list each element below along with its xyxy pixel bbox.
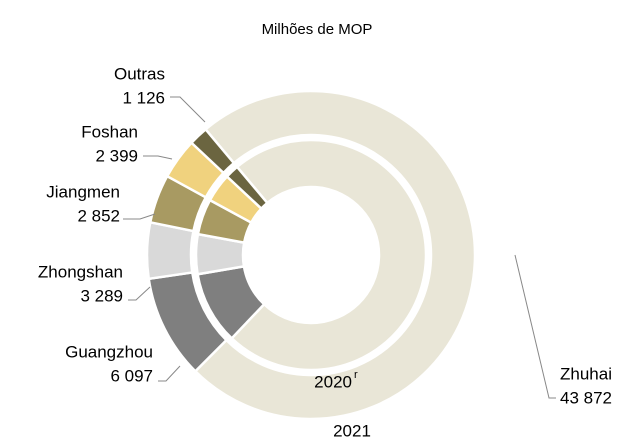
value-label: 1 126 bbox=[122, 88, 165, 107]
value-label: 2 852 bbox=[77, 206, 120, 225]
leader-line bbox=[143, 155, 173, 160]
category-label: Jiangmen bbox=[46, 182, 120, 201]
category-label: Zhongshan bbox=[38, 262, 123, 281]
slice bbox=[229, 138, 428, 372]
value-label: 6 097 bbox=[110, 366, 153, 385]
value-label: 3 289 bbox=[80, 286, 123, 305]
slice bbox=[189, 127, 236, 175]
category-label: Zhuhai bbox=[560, 364, 612, 383]
rings bbox=[145, 89, 477, 421]
leader-line bbox=[123, 213, 156, 220]
slice bbox=[225, 165, 270, 211]
ring-label: 2021 bbox=[333, 421, 371, 440]
leader-line bbox=[170, 96, 206, 123]
value-label: 2 399 bbox=[95, 146, 138, 165]
leader-line bbox=[158, 365, 181, 382]
ring-label-superscript: r bbox=[354, 369, 358, 381]
ring-label: 2020 bbox=[314, 372, 352, 391]
category-label: Foshan bbox=[81, 122, 138, 141]
leader-line bbox=[514, 254, 556, 399]
category-label: Guangzhou bbox=[65, 342, 153, 361]
chart-subtitle: Milhões de MOP bbox=[262, 21, 373, 38]
value-label: 43 872 bbox=[560, 388, 612, 407]
leader-line bbox=[128, 286, 151, 301]
slice bbox=[193, 89, 477, 421]
category-label: Outras bbox=[114, 64, 165, 83]
